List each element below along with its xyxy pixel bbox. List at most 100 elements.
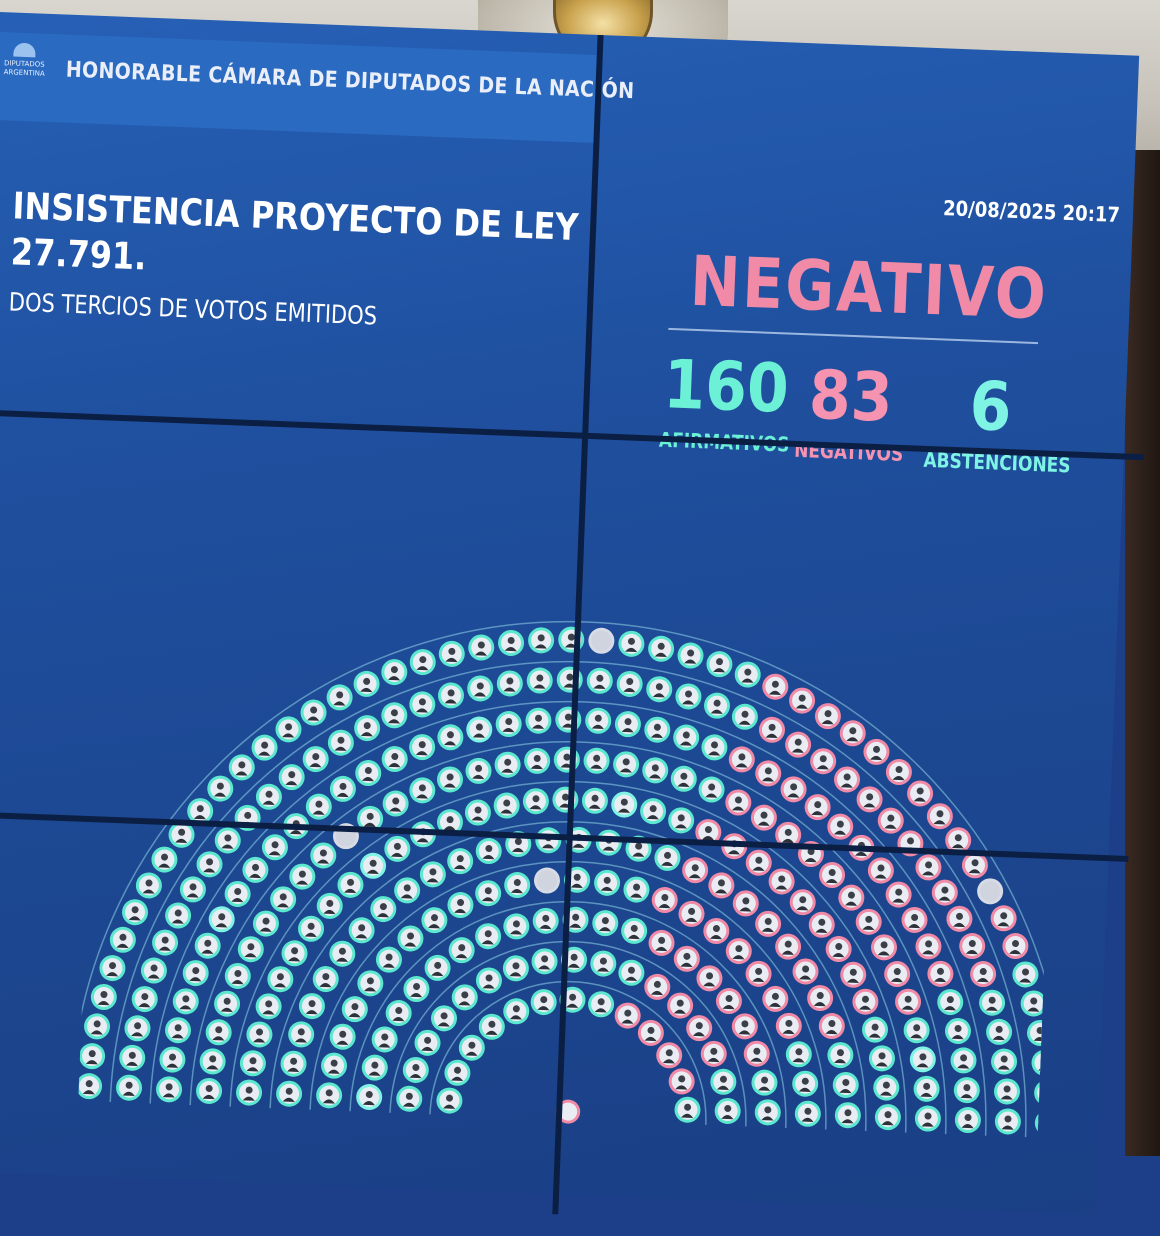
seat-negative [745,960,772,987]
seat-affirmative [321,1052,348,1079]
seat-affirmative [305,793,332,820]
seat-negative [827,813,854,840]
seat-affirmative [207,775,234,802]
seat-affirmative [394,877,421,904]
seat-affirmative [300,699,327,726]
seat-affirmative [785,1041,812,1068]
seat-affirmative [267,966,294,993]
seat-absent [588,627,615,654]
seat-affirmative [531,948,558,975]
seat-affirmative [944,1017,971,1044]
seat-affirmative [475,880,502,907]
seat-affirmative [734,661,761,688]
seat-negative [915,854,942,881]
seat-affirmative [535,827,562,854]
seat-affirmative [594,869,621,896]
seat-negative [775,821,802,848]
row-guide-2 [389,940,747,1127]
seat-affirmative [312,966,339,993]
seat-negative [758,716,785,743]
seat-negative [807,985,834,1012]
seat-affirmative [648,635,675,662]
seat-affirmative [90,984,117,1011]
seat-affirmative [251,734,278,761]
seat-negative [895,988,922,1015]
seat-abstention [208,906,235,933]
seat-negative [703,918,730,945]
seat-affirmative [361,1054,388,1081]
seat-affirmative [478,1013,505,1040]
seat-affirmative [348,917,375,944]
seat-affirmative [165,902,192,929]
seat-negative [780,776,807,803]
seat-negative [927,960,954,987]
seat-negative [840,961,867,988]
row-guide-6 [229,780,907,1133]
seat-affirmative [592,910,619,937]
seat-affirmative [502,955,529,982]
seat-affirmative [122,899,149,926]
seat-negative [970,961,997,988]
seat-affirmative [281,940,308,967]
seat-affirmative [616,670,643,697]
seat-negative [725,789,752,816]
seat-affirmative [353,670,380,697]
seat-affirmative [357,970,384,997]
seat-affirmative [326,684,353,711]
seat-affirmative [528,627,555,654]
seat-abstention [356,1084,383,1111]
seat-affirmative [196,1077,223,1104]
seat-affirmative [986,1018,1013,1045]
seat-affirmative [668,807,695,834]
seat-affirmative [375,946,402,973]
seat-affirmative [355,760,382,787]
seat-affirmative [640,798,667,825]
seat-affirmative [419,861,446,888]
seat-affirmative [586,667,613,694]
seat-negative [656,1042,683,1069]
seat-affirmative [475,838,502,865]
row-guide-4 [309,860,827,1130]
seat-affirmative [151,846,178,873]
seat-affirmative [792,1070,819,1097]
seat-negative [755,910,782,937]
seat-affirmative [613,751,640,778]
seat-negative [945,827,972,854]
seat-negative [686,1015,713,1042]
seat-affirmative [382,790,409,817]
seat-affirmative [337,871,364,898]
seat-affirmative [465,757,492,784]
seat-affirmative [677,642,704,669]
seat-affirmative [237,936,264,963]
seat-affirmative [329,1023,356,1050]
seat-affirmative [79,1043,106,1070]
seat-affirmative [1020,990,1047,1017]
seat-negative [700,1040,727,1067]
seat-negative [732,890,759,917]
seat-affirmative [832,1071,859,1098]
seat-affirmative [583,747,610,774]
seat-affirmative [993,1078,1020,1105]
abstention-number: 6 [968,367,1013,448]
seat-affirmative [119,1044,146,1071]
seat-affirmative [409,777,436,804]
seat-affirmative [914,1105,941,1132]
seat-negative [926,803,953,830]
seat-affirmative [381,702,408,729]
seat-affirmative [172,988,199,1015]
seat-negative [673,945,700,972]
seat-affirmative [381,659,408,686]
seat-affirmative [467,675,494,702]
seat-negative [614,1002,641,1029]
seat-affirmative [354,715,381,742]
seat-affirmative [646,676,673,703]
row-guide-1 [429,980,707,1125]
seat-affirmative [1034,1079,1061,1106]
seat-affirmative [214,990,241,1017]
seat-affirmative [396,1085,423,1112]
seat-negative [863,738,890,765]
seat-affirmative [751,1069,778,1096]
seat-affirmative [205,1019,232,1046]
seat-affirmative [275,716,302,743]
seat-abstention [611,791,638,818]
